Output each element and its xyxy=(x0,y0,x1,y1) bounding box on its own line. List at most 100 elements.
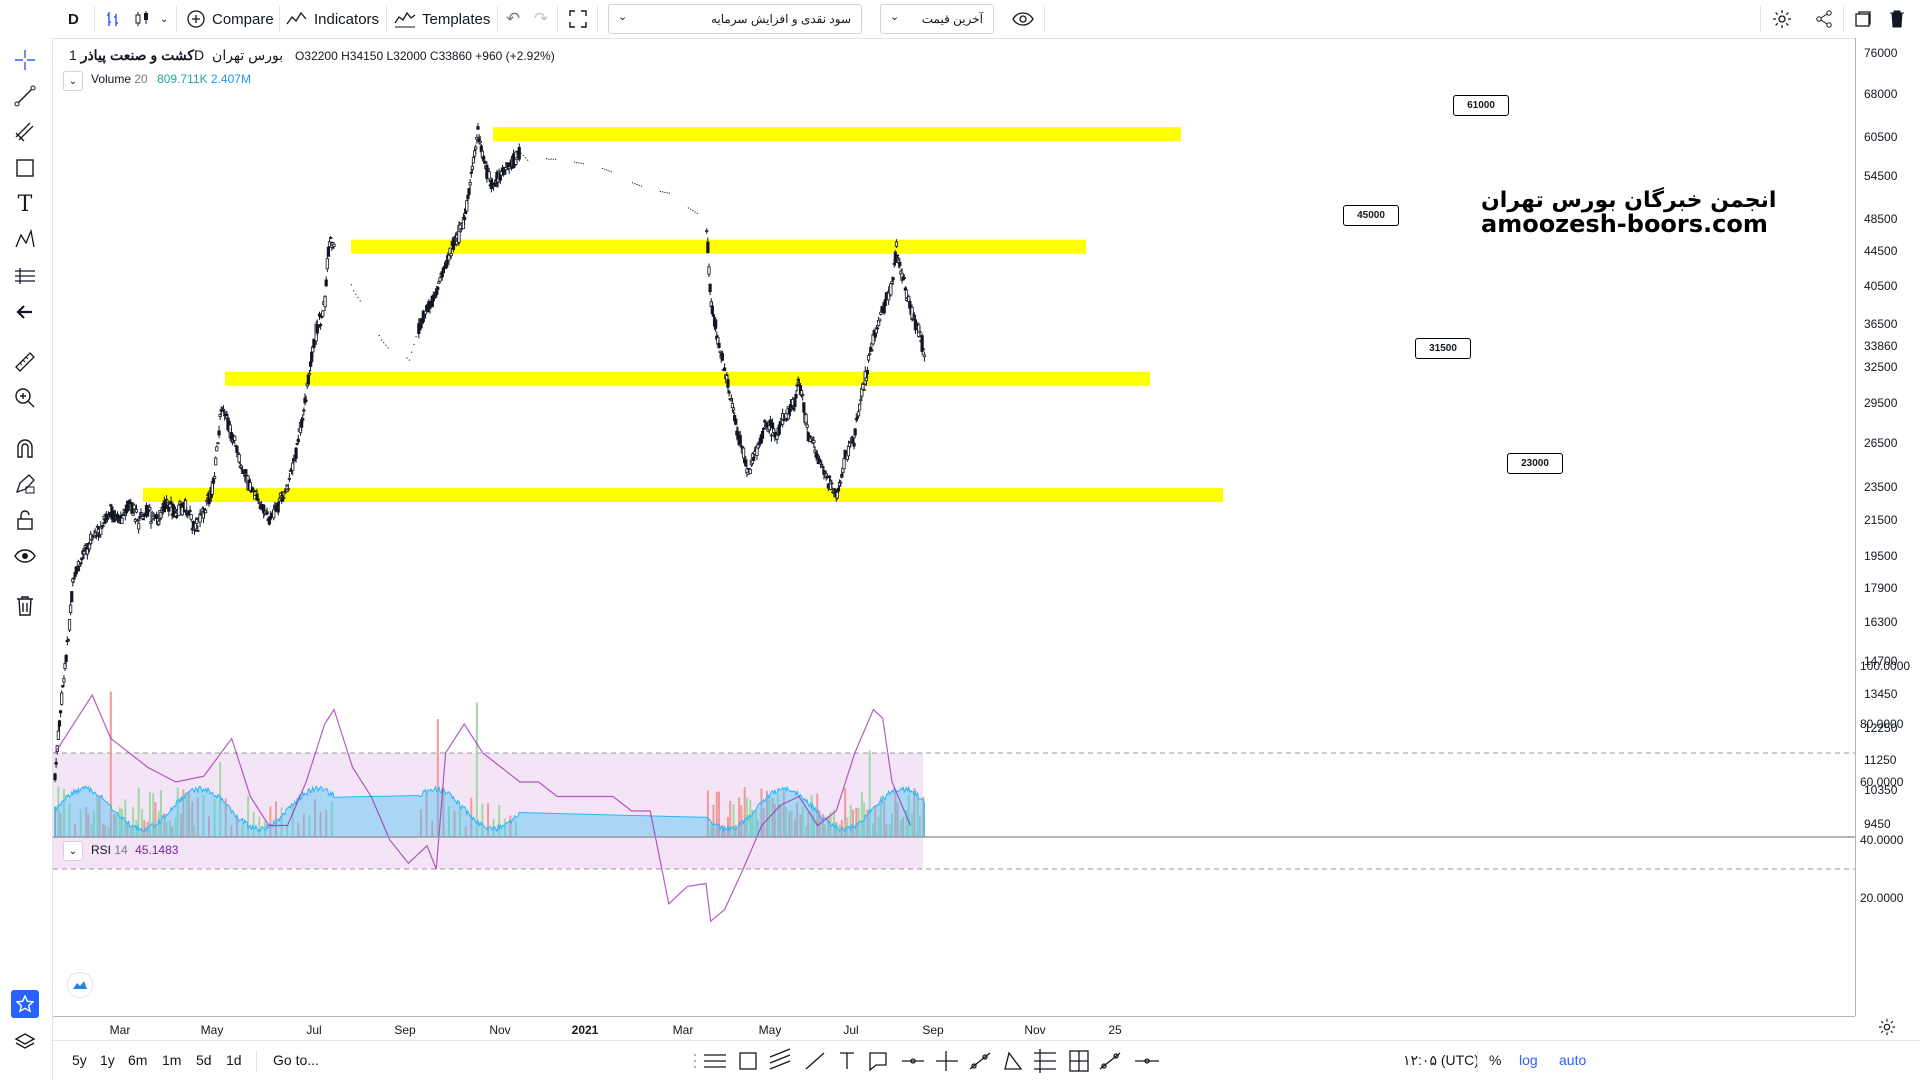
range-5y-button[interactable]: 5y xyxy=(72,1052,87,1068)
volume-bar xyxy=(115,813,118,837)
object-tree-layers-icon[interactable] xyxy=(11,1028,39,1056)
templates-button[interactable]: Templates xyxy=(394,6,490,32)
chart-canvas[interactable] xyxy=(53,38,1855,1016)
volume-bar xyxy=(851,809,854,837)
share-icon[interactable] xyxy=(1814,6,1834,32)
volume-bar xyxy=(866,809,869,837)
ruler-icon[interactable] xyxy=(11,348,39,376)
settings-gear-icon[interactable] xyxy=(1772,6,1792,32)
watermark-line2: amoozesh-boors.com xyxy=(1481,210,1768,238)
trend-line-icon[interactable] xyxy=(11,82,39,110)
interval-button[interactable]: D xyxy=(68,10,79,28)
trash-icon[interactable] xyxy=(1889,6,1905,32)
volume-bar xyxy=(224,798,227,837)
auto-scale-toggle[interactable]: auto xyxy=(1559,1052,1587,1068)
chevron-down-icon: ⌄ xyxy=(890,11,900,23)
time-axis[interactable]: Mar May Jul Sep Nov 2021 Mar May Jul Sep Nov 25 xyxy=(53,1016,1855,1041)
candle-body xyxy=(445,259,449,268)
prediction-icon[interactable] xyxy=(11,262,39,290)
undo-icon[interactable]: ↶ xyxy=(506,9,521,28)
volume-bar xyxy=(905,809,908,837)
collapse-legend-chevron-icon[interactable]: ⌄ xyxy=(63,71,83,91)
level-callout-23000[interactable]: 23000 xyxy=(1507,453,1563,474)
candle-body xyxy=(465,200,469,212)
candle-body xyxy=(287,478,291,480)
remove-drawings-trash-icon[interactable] xyxy=(11,592,39,620)
volume-bar xyxy=(252,812,255,837)
volume-legend[interactable]: Volume 20 809.711K 2.407M xyxy=(91,72,251,86)
zoom-in-icon[interactable] xyxy=(11,384,39,412)
candle-body xyxy=(859,399,863,402)
goto-date-button[interactable]: Go to... xyxy=(273,1052,319,1068)
percent-scale-toggle[interactable]: % xyxy=(1489,1052,1502,1068)
volume-bar xyxy=(718,791,721,837)
eye-icon[interactable] xyxy=(11,542,39,570)
bars-style-icon[interactable] xyxy=(104,6,122,32)
chart-area[interactable]: کشت و صنعت پیاذر 1D بورس تهران O32200 H3… xyxy=(53,38,1855,1016)
tradingview-logo-icon[interactable] xyxy=(67,972,93,998)
volume-bar xyxy=(436,719,439,837)
price-axis[interactable]: 76000 68000 60500 54500 48500 44500 40500 36500… xyxy=(1855,38,1920,1016)
log-scale-toggle[interactable]: log xyxy=(1519,1052,1538,1068)
rectangle-shape-icon[interactable] xyxy=(11,154,39,182)
volume-bar xyxy=(793,819,796,837)
volume-bar xyxy=(766,790,769,837)
text-tool-icon[interactable]: T xyxy=(17,191,33,217)
watchlist-star-icon[interactable] xyxy=(11,990,39,1018)
candles-style-icon[interactable] xyxy=(133,6,151,32)
range-1m-button[interactable]: 1m xyxy=(162,1052,182,1068)
pattern-icon[interactable] xyxy=(11,226,39,254)
snapshot-icon[interactable] xyxy=(1853,6,1873,32)
pitchfork-icon[interactable] xyxy=(11,118,39,146)
candle-body xyxy=(82,551,86,555)
time-tick-label: May xyxy=(200,1023,224,1037)
magnet-icon[interactable] xyxy=(11,434,39,462)
range-1d-button[interactable]: 1d xyxy=(226,1052,242,1068)
volume-bar xyxy=(146,822,149,837)
candle-body xyxy=(183,500,188,511)
volume-bar xyxy=(503,818,506,837)
candle-body xyxy=(794,393,798,399)
eye-icon[interactable] xyxy=(1012,6,1034,32)
range-1y-button[interactable]: 1y xyxy=(100,1052,115,1068)
collapse-rsi-chevron-icon[interactable]: ⌄ xyxy=(63,841,83,861)
candle-body xyxy=(58,710,63,714)
volume-bar xyxy=(165,821,168,837)
lock-icon[interactable] xyxy=(11,506,39,534)
volume-name: Volume xyxy=(91,72,132,86)
price-tick-label: 48500 xyxy=(1864,211,1898,226)
callout-icon xyxy=(869,1052,887,1072)
candle-body xyxy=(235,445,239,453)
candle-body xyxy=(467,188,471,195)
level-callout-31500[interactable]: 31500 xyxy=(1415,338,1471,359)
stay-in-drawing-mode-icon[interactable] xyxy=(11,470,39,498)
compare-button[interactable]: Compare xyxy=(186,6,274,32)
volume-bar xyxy=(868,750,871,837)
candle-body xyxy=(423,310,428,315)
rsi-value: 45.1483 xyxy=(135,843,179,857)
level-callout-45000[interactable]: 45000 xyxy=(1343,205,1399,226)
chart-style-chevron-down-icon[interactable]: ⌄ xyxy=(160,13,169,25)
candle-body xyxy=(134,509,139,513)
redo-icon[interactable]: ↷ xyxy=(534,9,549,28)
hide-toolbar-arrow-icon[interactable] xyxy=(11,298,39,326)
layout-dropdown[interactable]: ⌄ سود نقدی و افزایش سرمایه xyxy=(608,4,862,34)
range-5d-button[interactable]: 5d xyxy=(196,1052,212,1068)
level-callout-61000[interactable]: 61000 xyxy=(1453,95,1509,116)
volume-length: 20 xyxy=(134,72,148,86)
price-type-dropdown[interactable]: ⌄ آخرین قیمت xyxy=(880,4,994,34)
candle-body xyxy=(487,171,491,180)
rsi-legend[interactable]: RSI 14 45.1483 xyxy=(91,843,178,857)
volume-bar xyxy=(420,808,423,837)
indicators-button[interactable]: Indicators xyxy=(286,6,379,32)
clock-timezone[interactable]: ۱۲:۰۵ (UTC) xyxy=(1403,1052,1479,1068)
fullscreen-icon[interactable] xyxy=(568,6,588,32)
volume-bar xyxy=(779,805,782,837)
volume-bar xyxy=(319,812,322,837)
legend-symbol[interactable]: کشت و صنعت پیاذر xyxy=(80,47,195,63)
crosshair-icon[interactable] xyxy=(11,46,39,74)
range-6m-button[interactable]: 6m xyxy=(128,1052,148,1068)
fib-retracement-icon xyxy=(1034,1049,1056,1073)
chart-settings-gear-icon[interactable] xyxy=(1878,1018,1896,1041)
candle-body xyxy=(321,310,325,317)
